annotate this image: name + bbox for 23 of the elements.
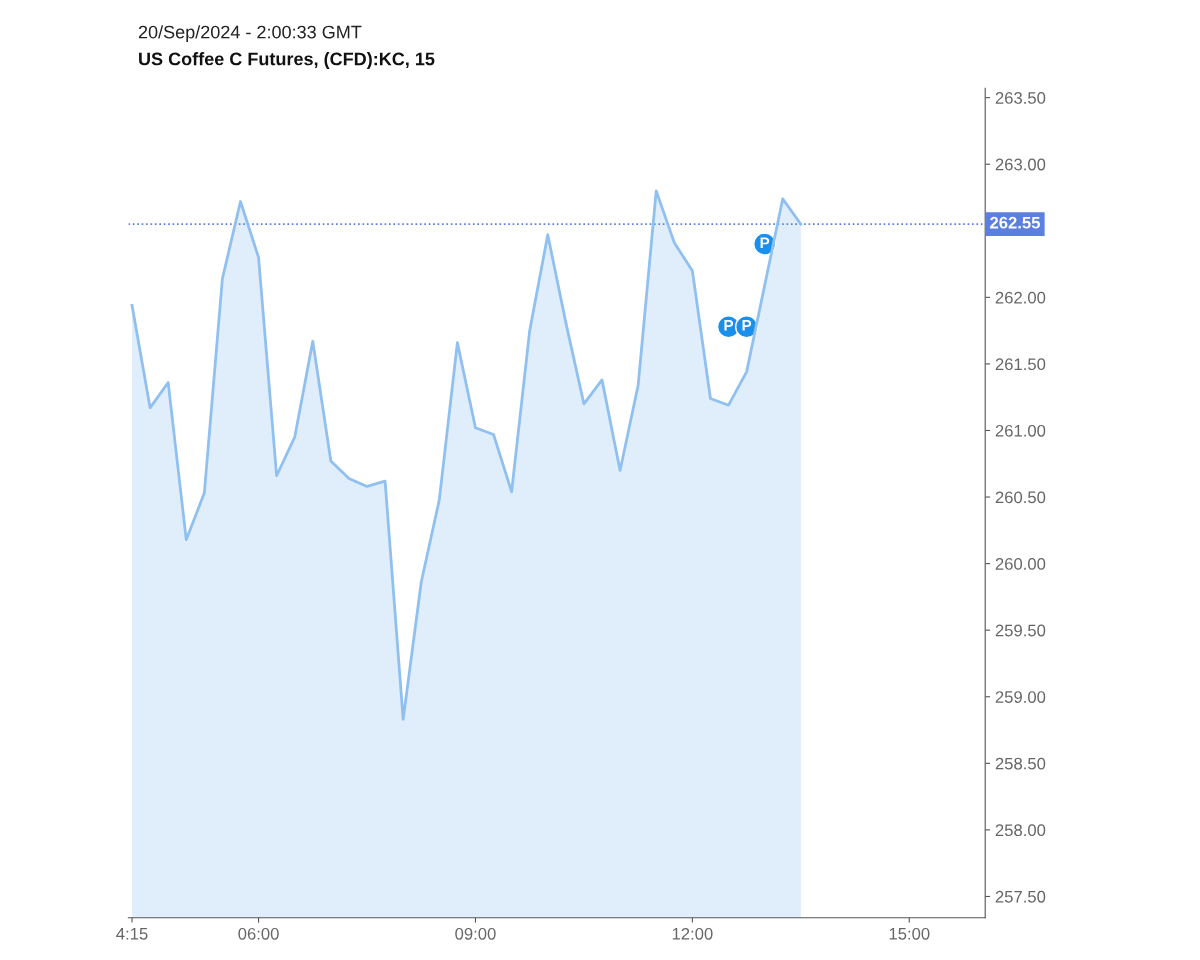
y-tick-label: 262.00: [995, 291, 1046, 304]
y-tick-label: 261.50: [995, 358, 1046, 371]
y-tick-label: 259.00: [995, 691, 1046, 703]
x-tick-label: 09:00: [455, 927, 496, 940]
y-tick-label: 258.00: [995, 824, 1046, 837]
y-tick-label: 258.50: [995, 757, 1046, 770]
chart-title: US Coffee C Futures, (CFD):KC, 15: [139, 52, 435, 69]
y-tick-label: 260.50: [995, 491, 1046, 504]
x-tick-label: 4:15: [116, 928, 148, 940]
y-tick-label: 263.50: [995, 92, 1046, 104]
y-tick-label: 257.50: [995, 890, 1046, 903]
annotation: P: [760, 237, 770, 249]
y-tick-label: 261.00: [995, 424, 1046, 437]
ref-line-label: 262.55: [990, 216, 1040, 229]
y-tick-label: 263.00: [995, 158, 1046, 171]
x-tick-label: 12:00: [672, 927, 713, 940]
chart-subtitle: 20/Sep/2024 - 2:00:33 GMT: [138, 25, 362, 43]
annotation: P: [742, 320, 752, 331]
y-tick-label: 259.50: [995, 624, 1046, 637]
x-tick-label: 06:00: [238, 927, 279, 940]
annotation: P: [724, 320, 734, 331]
x-tick-label: 15:00: [889, 927, 930, 940]
y-tick-label: 260.00: [995, 558, 1046, 570]
